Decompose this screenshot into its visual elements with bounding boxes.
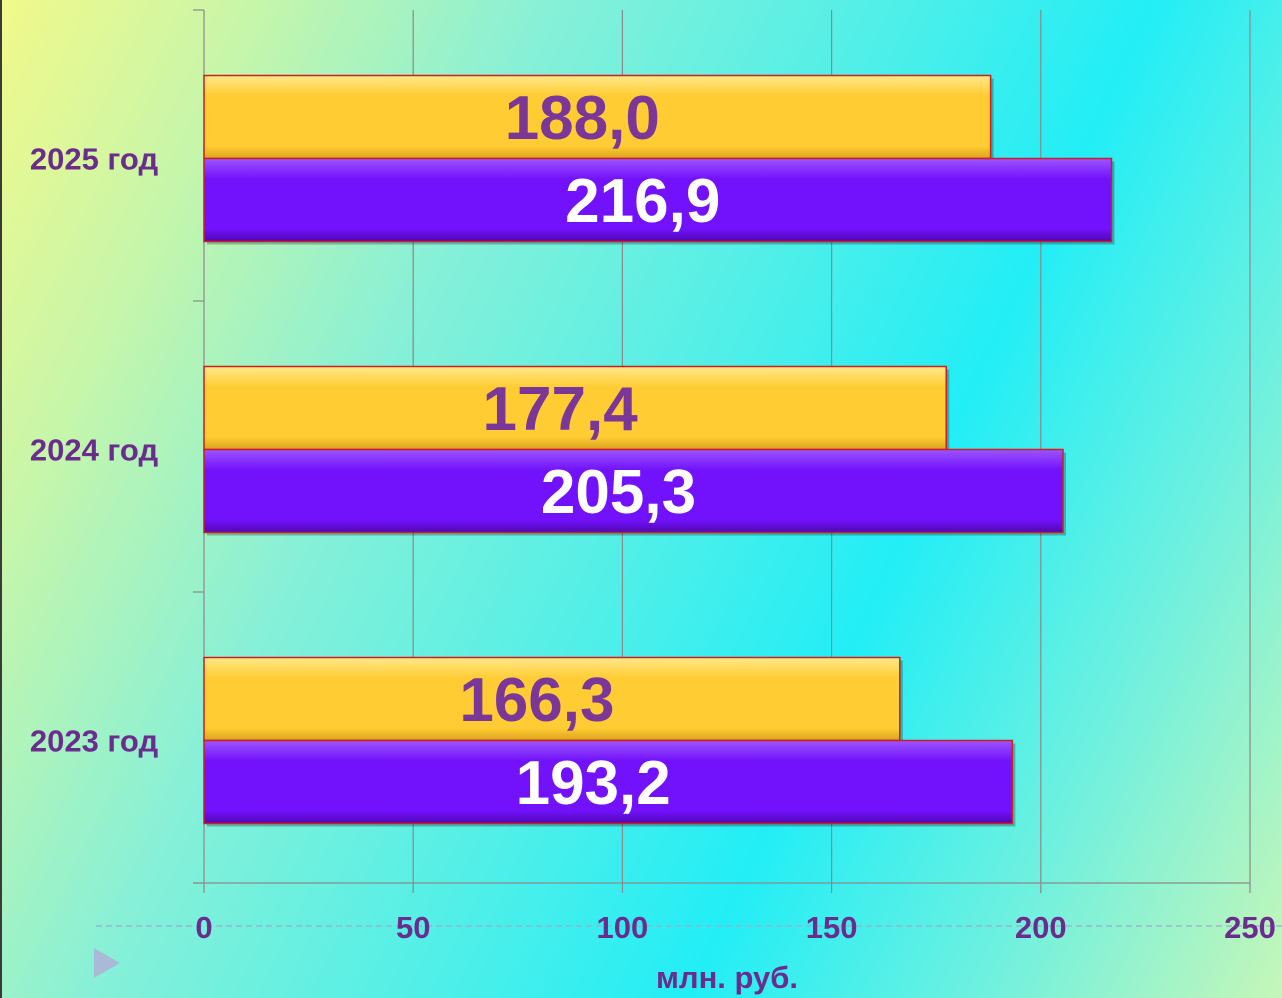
slide-left-border: [0, 0, 2, 998]
next-slide-arrow-icon[interactable]: [94, 948, 120, 978]
category-label: 2023 год: [30, 724, 159, 759]
x-tick-label: 50: [396, 910, 430, 945]
bar-series-2: [203, 448, 1064, 534]
x-axis-title: млн. руб.: [656, 960, 798, 995]
bars: [203, 74, 1115, 827]
category-label: 2025 год: [30, 142, 159, 177]
x-tick-label: 200: [1015, 910, 1067, 945]
x-tick-label: 0: [195, 910, 212, 945]
labels: 0 50 100 150 200 250 млн. руб. 2023 год 166,3 193…: [30, 84, 1276, 995]
data-label: 205,3: [541, 458, 696, 527]
bar-series-1: [203, 365, 947, 451]
x-tick-label: 100: [597, 910, 649, 945]
data-label: 216,9: [565, 167, 720, 236]
bar-series-1: [203, 656, 901, 742]
data-label: 166,3: [459, 666, 614, 735]
bar-series-1: [203, 74, 992, 160]
x-tick-label: 150: [806, 910, 858, 945]
data-label: 188,0: [505, 84, 660, 153]
bar-series-2: [203, 739, 1014, 825]
bar-series-2: [203, 157, 1113, 243]
category-label: 2024 год: [30, 433, 159, 468]
data-label: 193,2: [516, 749, 671, 818]
data-label: 177,4: [483, 375, 639, 444]
x-tick-label: 250: [1224, 910, 1276, 945]
